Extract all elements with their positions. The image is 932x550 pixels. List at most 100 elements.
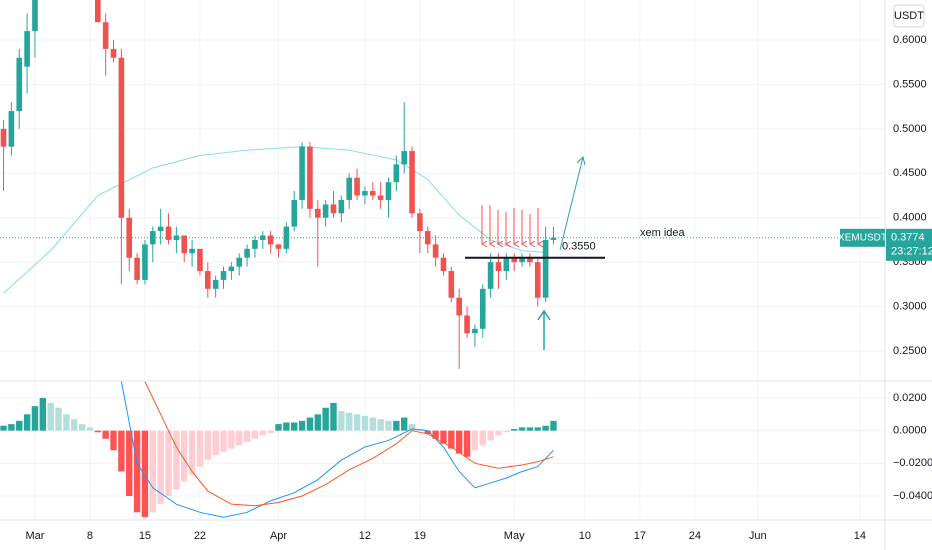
histogram-bar [330, 402, 337, 431]
histogram-bar [448, 430, 455, 449]
histogram-bar [86, 427, 94, 431]
candle-body [503, 257, 510, 272]
histogram-bar [369, 417, 376, 431]
candle-body [102, 22, 109, 49]
candle-body [479, 288, 486, 329]
histogram-bar [220, 430, 227, 452]
histogram-bar [503, 430, 510, 433]
target-arrow [559, 156, 586, 251]
x-tick-label: 15 [139, 530, 151, 542]
candle-body [244, 248, 250, 258]
histogram-bar [526, 427, 534, 431]
candle-body [291, 199, 298, 227]
candle-body [110, 48, 117, 58]
candle-body [307, 146, 313, 209]
candle-body [456, 297, 462, 316]
histogram-bar [157, 430, 164, 505]
candle-body [181, 235, 188, 254]
histogram-bar [291, 422, 298, 431]
y-tick-label: 0.4500 [893, 167, 927, 179]
histogram-bar [550, 420, 557, 431]
green-arrow [537, 309, 551, 350]
macd-pane [0, 381, 557, 518]
histogram-bar [236, 430, 243, 446]
histogram-bar [432, 430, 439, 439]
histogram-bar [361, 415, 369, 431]
x-tick-label: 22 [194, 530, 206, 542]
signal-line [144, 381, 554, 507]
y-tick-label: 0.0200 [893, 392, 927, 404]
x-tick-label: Jun [749, 530, 767, 542]
candle-body [550, 237, 557, 240]
candle-body [228, 266, 235, 272]
histogram-bar [133, 430, 141, 513]
candle-body [299, 146, 305, 200]
candle-body [385, 182, 392, 200]
histogram-bar [314, 414, 321, 431]
histogram-bar [510, 429, 518, 431]
candle-body [409, 151, 415, 214]
histogram-bar [196, 430, 204, 467]
histogram-bar [212, 430, 219, 456]
countdown: 23:27:12 [891, 246, 932, 258]
price-tag-label: 0.3774 [891, 232, 925, 244]
histogram-bar [495, 430, 502, 436]
x-tick-label: May [504, 530, 525, 542]
candle-body [134, 257, 140, 280]
histogram-bar [39, 397, 47, 431]
histogram-bar [463, 430, 471, 457]
candle-body [519, 257, 525, 263]
candle-body [142, 244, 148, 280]
candle-body [464, 315, 470, 334]
candle-body [330, 204, 337, 214]
y-tick-label: 0.2500 [893, 345, 927, 357]
moving-average [3, 146, 546, 294]
macd-line [120, 381, 554, 518]
candle-body [338, 199, 345, 214]
candle-body [24, 31, 30, 67]
histogram-bar [204, 430, 211, 461]
candle-body [393, 164, 400, 183]
candle-body [369, 191, 376, 196]
candle-body [542, 239, 549, 298]
candle-body [401, 151, 408, 165]
histogram-bar [346, 412, 353, 431]
candle-body [0, 128, 7, 147]
histogram-bar [298, 420, 306, 431]
x-tick-label: 14 [854, 530, 866, 542]
histogram-bar [424, 430, 431, 434]
y-tick-label: −0.0400 [893, 490, 932, 502]
histogram-bar [401, 417, 408, 431]
histogram-bar [94, 430, 102, 433]
histogram-bar [542, 425, 549, 431]
histogram-bar [23, 414, 31, 431]
x-tick-label: Mar [25, 530, 44, 542]
histogram-bar [377, 419, 384, 431]
histogram-bar [306, 417, 314, 431]
histogram-bar [487, 430, 494, 441]
currency-box[interactable] [893, 4, 925, 28]
histogram-bar [71, 419, 78, 431]
candle-body [32, 0, 38, 32]
candle-body [448, 271, 455, 298]
candle-body [362, 191, 368, 196]
y-tick-label: 0.5000 [893, 123, 927, 135]
symbol-tag [840, 228, 885, 247]
candle-body [377, 195, 384, 200]
note: xem idea [640, 227, 686, 239]
histogram-bar [55, 407, 62, 431]
candle-body [165, 226, 172, 240]
candle-body [322, 204, 329, 218]
price-pane [0, 0, 885, 369]
histogram-bar [534, 427, 541, 431]
candle-body [487, 262, 494, 289]
candle-body [354, 177, 360, 196]
y-tick-label: 0.5500 [893, 78, 927, 90]
histogram-bar [243, 430, 251, 443]
histogram-bar [479, 430, 486, 446]
candle-body [417, 213, 423, 232]
histogram-bar [181, 430, 188, 482]
histogram-bar [8, 424, 15, 431]
histogram-bar [440, 430, 447, 444]
candle-body [472, 328, 478, 334]
